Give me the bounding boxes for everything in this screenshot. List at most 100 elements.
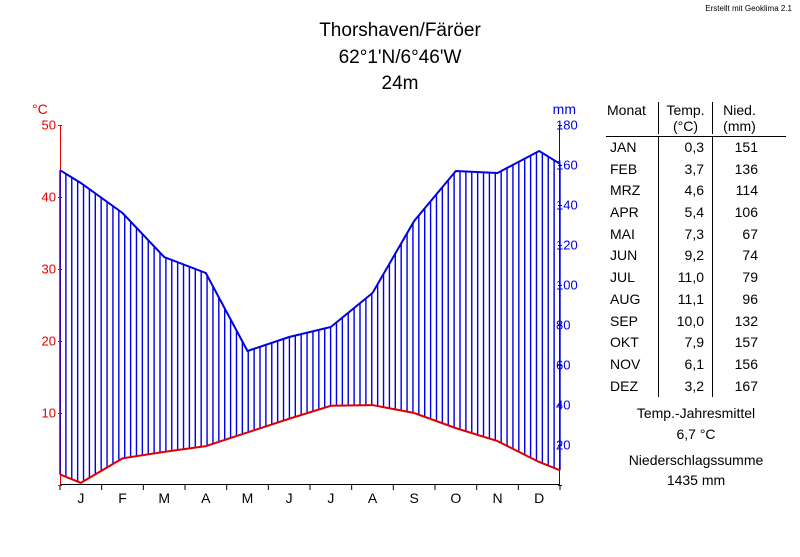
month-label: J [286, 490, 293, 506]
table-row: APR5,4106 [606, 202, 786, 224]
temp-head-unit: (°C) [673, 118, 698, 134]
month-label: M [158, 490, 170, 506]
cell-month: MAI [606, 224, 658, 246]
cell-precip: 67 [712, 224, 766, 246]
precip-line [60, 151, 560, 351]
right-tick-mark [558, 365, 562, 366]
cell-precip: 151 [712, 137, 766, 159]
hatch-fill [60, 152, 560, 481]
cell-precip: 157 [712, 332, 766, 354]
month-label: D [534, 490, 544, 506]
coordinates: 62°1'N/6°46'W [0, 45, 800, 72]
left-tick-mark [58, 413, 62, 414]
table-row: MAI7,367 [606, 224, 786, 246]
table-row: OKT7,9157 [606, 332, 786, 354]
cell-precip: 167 [712, 376, 766, 398]
cell-month: NOV [606, 354, 658, 376]
cell-temp: 7,9 [658, 332, 712, 354]
col-temp-head: Temp. (°C) [658, 102, 712, 134]
table-header-row: Monat Temp. (°C) Nied. (mm) [606, 102, 786, 137]
elevation: 24m [0, 71, 800, 98]
cell-temp: 5,4 [658, 202, 712, 224]
cell-temp: 3,7 [658, 159, 712, 181]
col-precip-head: Nied. (mm) [712, 102, 766, 134]
cell-month: FEB [606, 159, 658, 181]
left-tick-mark [58, 341, 62, 342]
cell-precip: 106 [712, 202, 766, 224]
location-title: Thorshaven/Färöer [0, 18, 800, 45]
cell-month: APR [606, 202, 658, 224]
table-row: JUN9,274 [606, 245, 786, 267]
month-label: O [450, 490, 461, 506]
climate-chart: °C mm 102030405020406080100120140160180J… [0, 105, 600, 535]
cell-month: JUN [606, 245, 658, 267]
cell-temp: 6,1 [658, 354, 712, 376]
table-row: JUL11,079 [606, 267, 786, 289]
month-label: N [492, 490, 502, 506]
table-row: AUG11,196 [606, 289, 786, 311]
left-tick-mark [58, 269, 62, 270]
cell-precip: 79 [712, 267, 766, 289]
table-row: MRZ4,6114 [606, 180, 786, 202]
cell-temp: 4,6 [658, 180, 712, 202]
cell-temp: 11,1 [658, 289, 712, 311]
table-row: FEB3,7136 [606, 159, 786, 181]
right-tick-mark [558, 205, 562, 206]
cell-precip: 114 [712, 180, 766, 202]
month-label: J [327, 490, 334, 506]
temperature-line [60, 405, 560, 483]
precip-sum-value: 1435 mm [606, 470, 786, 490]
left-tick-mark [58, 485, 62, 486]
credit-text: Erstellt mit Geoklima 2.1 [705, 4, 792, 13]
right-tick-mark [558, 125, 562, 126]
cell-temp: 3,2 [658, 376, 712, 398]
month-label: M [242, 490, 254, 506]
temp-mean-value: 6,7 °C [606, 424, 786, 444]
table-row: JAN0,3151 [606, 137, 786, 159]
annual-summary: Temp.-Jahresmittel 6,7 °C Niederschlagss… [606, 403, 786, 490]
right-tick-mark [558, 445, 562, 446]
left-axis-unit: °C [32, 101, 48, 117]
cell-temp: 10,0 [658, 311, 712, 333]
precip-sum-label: Niederschlagssumme [606, 450, 786, 470]
left-tick-label: 40 [26, 190, 56, 205]
cell-month: SEP [606, 311, 658, 333]
precip-head-label: Nied. [723, 102, 756, 118]
right-tick-mark [558, 165, 562, 166]
left-tick-mark [58, 125, 62, 126]
precip-head-unit: (mm) [723, 118, 756, 134]
temp-mean-label: Temp.-Jahresmittel [606, 403, 786, 423]
left-tick-mark [58, 197, 62, 198]
right-tick-mark [558, 325, 562, 326]
cell-temp: 7,3 [658, 224, 712, 246]
cell-precip: 74 [712, 245, 766, 267]
right-tick-mark [558, 245, 562, 246]
month-label: J [77, 490, 84, 506]
right-tick-mark [558, 405, 562, 406]
chart-header: Thorshaven/Färöer 62°1'N/6°46'W 24m [0, 0, 800, 98]
table-body: JAN0,3151FEB3,7136MRZ4,6114APR5,4106MAI7… [606, 137, 786, 397]
month-label: A [368, 490, 377, 506]
cell-precip: 132 [712, 311, 766, 333]
chart-svg [60, 125, 560, 485]
col-month-head: Monat [606, 102, 658, 134]
cell-precip: 96 [712, 289, 766, 311]
temp-head-label: Temp. [666, 102, 704, 118]
table-row: DEZ3,2167 [606, 376, 786, 398]
cell-month: JAN [606, 137, 658, 159]
left-tick-label: 50 [26, 118, 56, 133]
cell-temp: 0,3 [658, 137, 712, 159]
table-row: SEP10,0132 [606, 311, 786, 333]
cell-precip: 156 [712, 354, 766, 376]
right-tick-mark [558, 485, 562, 486]
data-table: Monat Temp. (°C) Nied. (mm) JAN0,3151FEB… [606, 102, 786, 490]
right-tick-mark [558, 285, 562, 286]
cell-month: OKT [606, 332, 658, 354]
month-label: S [409, 490, 418, 506]
cell-month: AUG [606, 289, 658, 311]
cell-temp: 9,2 [658, 245, 712, 267]
left-tick-label: 20 [26, 334, 56, 349]
month-label: A [201, 490, 210, 506]
cell-precip: 136 [712, 159, 766, 181]
right-axis-unit: mm [553, 101, 576, 117]
